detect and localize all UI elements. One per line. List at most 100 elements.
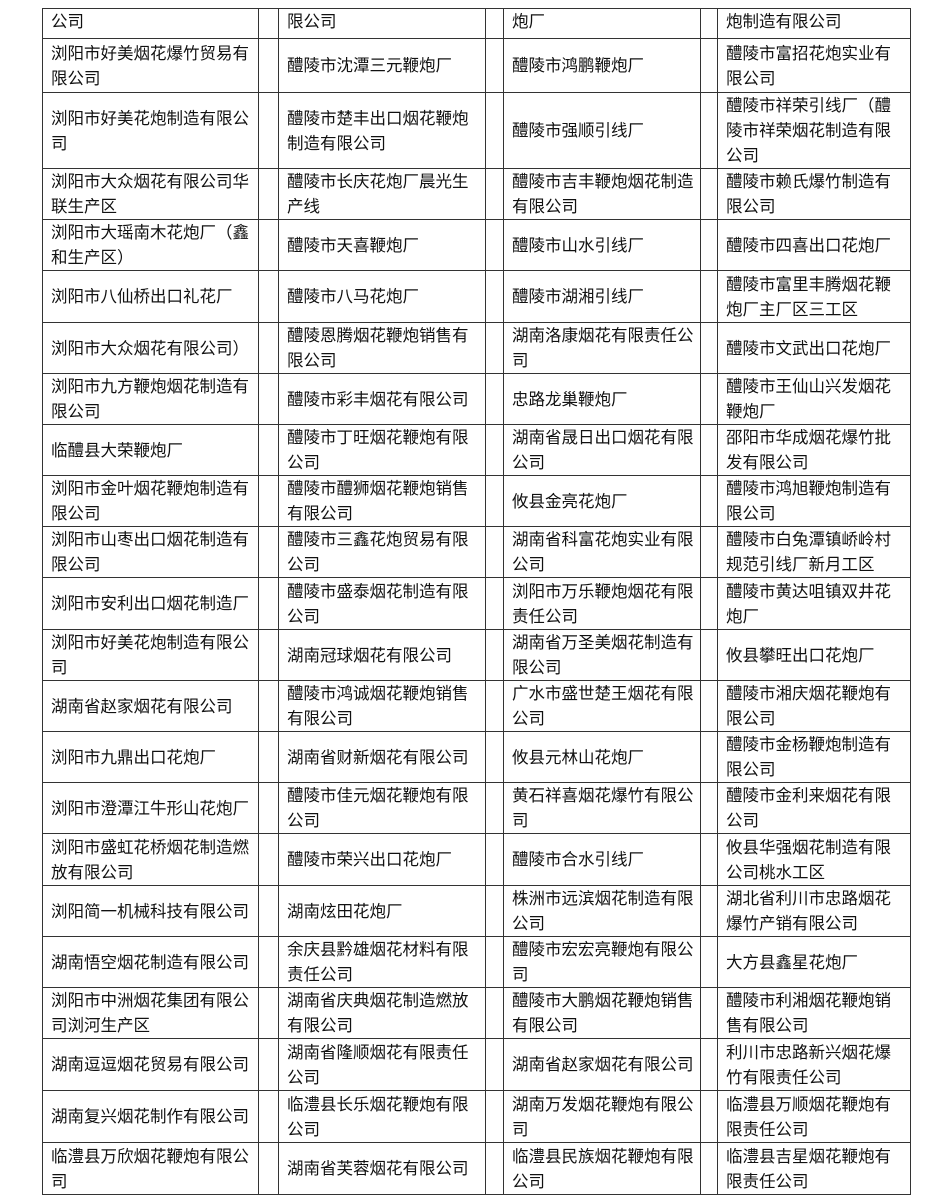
company-cell: 湖南省晟日出口烟花有限公司: [503, 424, 701, 476]
company-cell: 湖南省赵家烟花有限公司: [42, 680, 259, 732]
spacer-cell: [258, 1038, 279, 1091]
company-cell: 浏阳市盛虹花桥烟花制造燃放有限公司: [42, 833, 259, 886]
spacer-cell: [700, 680, 718, 732]
company-cell: 临澧县万顺烟花鞭炮有限责任公司: [717, 1090, 911, 1143]
spacer-cell: [700, 373, 718, 425]
company-cell: 湖南省赵家烟花有限公司: [503, 1038, 701, 1091]
spacer-cell: [258, 885, 279, 937]
table-row: 浏阳市大众烟花有限公司华联生产区 醴陵市长庆花炮厂晨光生产线 醴陵市吉丰鞭炮烟花制造…: [42, 168, 911, 220]
company-cell: 醴陵市祥荣引线厂（醴陵市祥荣烟花制造有限公司: [717, 92, 911, 169]
company-cell: 醴陵市吉丰鞭炮烟花制造有限公司: [503, 168, 701, 220]
company-cell: 醴陵市富招花炮实业有限公司: [717, 38, 911, 93]
spacer-cell: [700, 8, 718, 39]
company-cell: 醴陵市佳元烟花鞭炮有限公司: [278, 782, 486, 834]
spacer-cell: [258, 577, 279, 630]
company-cell: 醴陵市合水引线厂: [503, 833, 701, 886]
company-cell: 湖南省财新烟花有限公司: [278, 731, 486, 783]
spacer-cell: [485, 629, 504, 681]
company-cell: 醴陵市宏宏亮鞭炮有限公司: [503, 936, 701, 988]
spacer-cell: [485, 92, 504, 169]
company-cell: 浏阳市澄潭江牛形山花炮厂: [42, 782, 259, 834]
table-row: 浏阳简一机械科技有限公司 湖南炫田花炮厂 株洲市远滨烟花制造有限公司 湖北省利川市忠路…: [42, 885, 911, 937]
company-cell: 浏阳市大众烟花有限公司华联生产区: [42, 168, 259, 220]
company-cell: 醴陵市金利来烟花有限公司: [717, 782, 911, 834]
company-cell: 临澧县长乐烟花鞭炮有限公司: [278, 1090, 486, 1143]
spacer-cell: [258, 833, 279, 886]
table-row: 浏阳市金叶烟花鞭炮制造有限公司 醴陵市醴狮烟花鞭炮销售有限公司 攸县金亮花炮厂 醴陵市…: [42, 475, 911, 527]
company-cell: 湖南冠球烟花有限公司: [278, 629, 486, 681]
table-row: 湖南复兴烟花制作有限公司 临澧县长乐烟花鞭炮有限公司 湖南万发烟花鞭炮有限公司 临澧县…: [42, 1090, 911, 1143]
spacer-cell: [258, 168, 279, 220]
company-cell: 醴陵市富里丰腾烟花鞭炮厂主厂区三工区: [717, 270, 911, 323]
spacer-cell: [485, 526, 504, 578]
spacer-cell: [485, 1142, 504, 1195]
company-cell: 浏阳市中洲烟花集团有限公司浏河生产区: [42, 987, 259, 1039]
spacer-cell: [700, 1090, 718, 1143]
company-cell: 浏阳市好美花炮制造有限公司: [42, 629, 259, 681]
table-row: 浏阳市中洲烟花集团有限公司浏河生产区 湖南省庆典烟花制造燃放有限公司 醴陵市大鹏烟花…: [42, 987, 911, 1039]
company-cell: 湖南省芙蓉烟花有限公司: [278, 1142, 486, 1195]
spacer-cell: [700, 731, 718, 783]
company-cell: 醴陵市山水引线厂: [503, 219, 701, 271]
company-cell: 醴陵市盛泰烟花制造有限公司: [278, 577, 486, 630]
spacer-cell: [258, 270, 279, 323]
spacer-cell: [485, 168, 504, 220]
spacer-cell: [258, 219, 279, 271]
table-row: 公司 限公司 炮厂 炮制造有限公司: [42, 8, 911, 39]
company-cell: 湖南炫田花炮厂: [278, 885, 486, 937]
spacer-cell: [258, 526, 279, 578]
spacer-cell: [700, 38, 718, 93]
spacer-cell: [700, 526, 718, 578]
table-row: 临澧县万欣烟花鞭炮有限公司 湖南省芙蓉烟花有限公司 临澧县民族烟花鞭炮有限公司 临澧县…: [42, 1142, 911, 1195]
table-row: 浏阳市安利出口烟花制造厂 醴陵市盛泰烟花制造有限公司 浏阳市万乐鞭炮烟花有限责任公司…: [42, 577, 911, 630]
company-cell: 醴陵市彩丰烟花有限公司: [278, 373, 486, 425]
table-row: 浏阳市九鼎出口花炮厂 湖南省财新烟花有限公司 攸县元林山花炮厂 醴陵市金杨鞭炮制造有限…: [42, 731, 911, 783]
spacer-cell: [485, 424, 504, 476]
table-row: 浏阳市好美花炮制造有限公司 醴陵市楚丰出口烟花鞭炮制造有限公司 醴陵市强顺引线厂 醴陵…: [42, 92, 911, 169]
spacer-cell: [485, 936, 504, 988]
table-row: 湖南省赵家烟花有限公司 醴陵市鸿诚烟花鞭炮销售有限公司 广水市盛世楚王烟花有限公司醴…: [42, 680, 911, 732]
company-cell: 浏阳市大众烟花有限公司）: [42, 322, 259, 374]
company-cell: 黄石祥喜烟花爆竹有限公司: [503, 782, 701, 834]
company-cell: 攸县金亮花炮厂: [503, 475, 701, 527]
spacer-cell: [700, 936, 718, 988]
company-cell: 醴陵市王仙山兴发烟花鞭炮厂: [717, 373, 911, 425]
spacer-cell: [258, 38, 279, 93]
spacer-cell: [258, 92, 279, 169]
spacer-cell: [485, 987, 504, 1039]
table-row: 浏阳市八仙桥出口礼花厂 醴陵市八马花炮厂 醴陵市湖湘引线厂 醴陵市富里丰腾烟花鞭炮厂主…: [42, 270, 911, 323]
table-row: 浏阳市山枣出口烟花制造有限公司 醴陵市三鑫花炮贸易有限公司 湖南省科富花炮实业有限公…: [42, 526, 911, 578]
spacer-cell: [700, 833, 718, 886]
company-cell: 湖南万发烟花鞭炮有限公司: [503, 1090, 701, 1143]
table-row: 浏阳市大瑶南木花炮厂（鑫和生产区） 醴陵市天喜鞭炮厂 醴陵市山水引线厂 醴陵市四喜出口…: [42, 219, 911, 271]
company-cell: 临澧县万欣烟花鞭炮有限公司: [42, 1142, 259, 1195]
spacer-cell: [258, 629, 279, 681]
company-cell: 浏阳市好美花炮制造有限公司: [42, 92, 259, 169]
company-cell: 公司: [42, 8, 259, 39]
company-cell: 醴陵市长庆花炮厂晨光生产线: [278, 168, 486, 220]
company-cell: 醴陵市金杨鞭炮制造有限公司: [717, 731, 911, 783]
company-cell: 临醴县大荣鞭炮厂: [42, 424, 259, 476]
company-cell: 炮制造有限公司: [717, 8, 911, 39]
company-cell: 醴陵市荣兴出口花炮厂: [278, 833, 486, 886]
company-cell: 浏阳市山枣出口烟花制造有限公司: [42, 526, 259, 578]
company-cell: 邵阳市华成烟花爆竹批发有限公司: [717, 424, 911, 476]
company-cell: 浏阳市好美烟花爆竹贸易有限公司: [42, 38, 259, 93]
company-table: 公司 限公司 炮厂 炮制造有限公司 浏阳市好美烟花爆竹贸易有限公司 醴陵市沈潭三元鞭炮厂醴…: [42, 8, 911, 1195]
spacer-cell: [700, 987, 718, 1039]
spacer-cell: [485, 1090, 504, 1143]
company-cell: 醴陵市楚丰出口烟花鞭炮制造有限公司: [278, 92, 486, 169]
company-cell: 攸县元林山花炮厂: [503, 731, 701, 783]
spacer-cell: [700, 424, 718, 476]
company-cell: 株洲市远滨烟花制造有限公司: [503, 885, 701, 937]
company-cell: 醴陵市大鹏烟花鞭炮销售有限公司: [503, 987, 701, 1039]
company-cell: 浏阳市八仙桥出口礼花厂: [42, 270, 259, 323]
spacer-cell: [700, 475, 718, 527]
spacer-cell: [258, 424, 279, 476]
company-cell: 醴陵市天喜鞭炮厂: [278, 219, 486, 271]
company-cell: 醴陵市鸿鹏鞭炮厂: [503, 38, 701, 93]
spacer-cell: [700, 168, 718, 220]
spacer-cell: [700, 219, 718, 271]
spacer-cell: [700, 1142, 718, 1195]
